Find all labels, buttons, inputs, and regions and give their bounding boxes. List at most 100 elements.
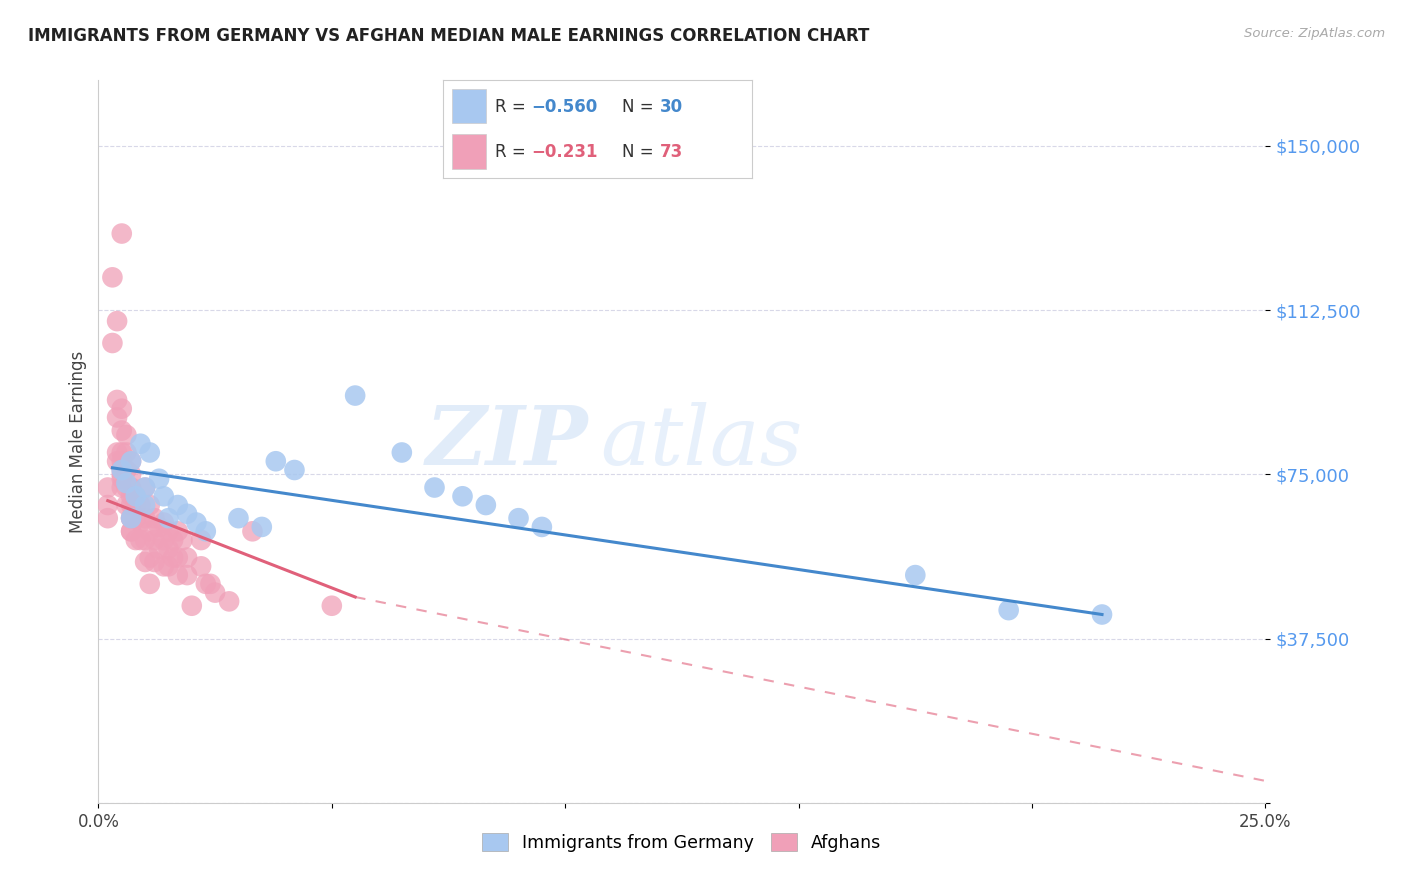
Text: −0.560: −0.560: [531, 98, 598, 116]
Point: [134, 481, 156, 495]
Point: [115, 481, 138, 495]
Point: [321, 599, 343, 613]
Point: [180, 599, 202, 613]
Point: [105, 314, 128, 328]
Point: [152, 489, 174, 503]
Point: [530, 520, 553, 534]
Point: [162, 533, 184, 547]
Point: [152, 533, 174, 547]
Point: [120, 467, 142, 482]
Point: [1091, 607, 1114, 622]
Point: [139, 524, 162, 539]
Point: [120, 481, 142, 495]
Point: [105, 410, 128, 425]
Point: [120, 511, 142, 525]
Point: [176, 550, 198, 565]
Point: [125, 533, 148, 547]
FancyBboxPatch shape: [453, 89, 486, 123]
Point: [97, 498, 120, 512]
Point: [129, 516, 152, 530]
Text: N =: N =: [623, 98, 659, 116]
Point: [228, 511, 250, 525]
Point: [139, 577, 162, 591]
Point: [111, 227, 134, 241]
Point: [143, 533, 166, 547]
Point: [283, 463, 305, 477]
Point: [143, 555, 166, 569]
Legend: Immigrants from Germany, Afghans: Immigrants from Germany, Afghans: [475, 827, 889, 859]
Point: [134, 555, 156, 569]
Point: [111, 463, 134, 477]
Text: atlas: atlas: [600, 401, 803, 482]
Point: [101, 270, 124, 285]
Point: [152, 559, 174, 574]
Point: [120, 489, 142, 503]
Point: [120, 524, 142, 539]
Text: 73: 73: [659, 143, 683, 161]
Point: [120, 511, 142, 525]
Text: 30: 30: [659, 98, 682, 116]
Point: [166, 550, 188, 565]
Point: [111, 472, 134, 486]
Text: R =: R =: [495, 98, 531, 116]
Point: [139, 550, 162, 565]
Point: [120, 454, 142, 468]
Point: [391, 445, 413, 459]
Point: [508, 511, 530, 525]
Point: [115, 428, 138, 442]
Text: ZIP: ZIP: [426, 401, 589, 482]
Point: [200, 577, 222, 591]
Point: [97, 511, 120, 525]
FancyBboxPatch shape: [453, 134, 486, 169]
Point: [105, 454, 128, 468]
Point: [997, 603, 1019, 617]
Point: [120, 511, 142, 525]
Point: [904, 568, 927, 582]
Point: [242, 524, 264, 539]
Point: [148, 520, 170, 534]
Point: [190, 559, 212, 574]
Point: [186, 516, 208, 530]
Point: [129, 533, 152, 547]
Point: [115, 498, 138, 512]
Point: [176, 507, 198, 521]
Point: [423, 481, 446, 495]
Text: R =: R =: [495, 143, 537, 161]
Point: [166, 524, 188, 539]
Point: [120, 498, 142, 512]
Point: [111, 454, 134, 468]
Point: [111, 481, 134, 495]
Point: [115, 445, 138, 459]
Point: [166, 498, 188, 512]
Point: [250, 520, 273, 534]
Text: −0.231: −0.231: [531, 143, 598, 161]
Point: [157, 559, 180, 574]
Point: [475, 498, 498, 512]
Text: Source: ZipAtlas.com: Source: ZipAtlas.com: [1244, 27, 1385, 40]
Point: [120, 454, 142, 468]
Point: [157, 541, 180, 556]
Point: [139, 445, 162, 459]
Point: [194, 577, 217, 591]
Point: [176, 568, 198, 582]
Point: [129, 498, 152, 512]
Point: [101, 336, 124, 351]
Point: [129, 436, 152, 450]
Point: [125, 489, 148, 503]
Point: [115, 476, 138, 491]
Point: [190, 533, 212, 547]
Text: IMMIGRANTS FROM GERMANY VS AFGHAN MEDIAN MALE EARNINGS CORRELATION CHART: IMMIGRANTS FROM GERMANY VS AFGHAN MEDIAN…: [28, 27, 869, 45]
Point: [344, 388, 367, 402]
Point: [148, 472, 170, 486]
Point: [157, 524, 180, 539]
Point: [120, 524, 142, 539]
Point: [111, 424, 134, 438]
Point: [134, 533, 156, 547]
Point: [134, 511, 156, 525]
Text: N =: N =: [623, 143, 659, 161]
Point: [139, 498, 162, 512]
Point: [143, 511, 166, 525]
Point: [111, 445, 134, 459]
Point: [264, 454, 287, 468]
Point: [451, 489, 474, 503]
